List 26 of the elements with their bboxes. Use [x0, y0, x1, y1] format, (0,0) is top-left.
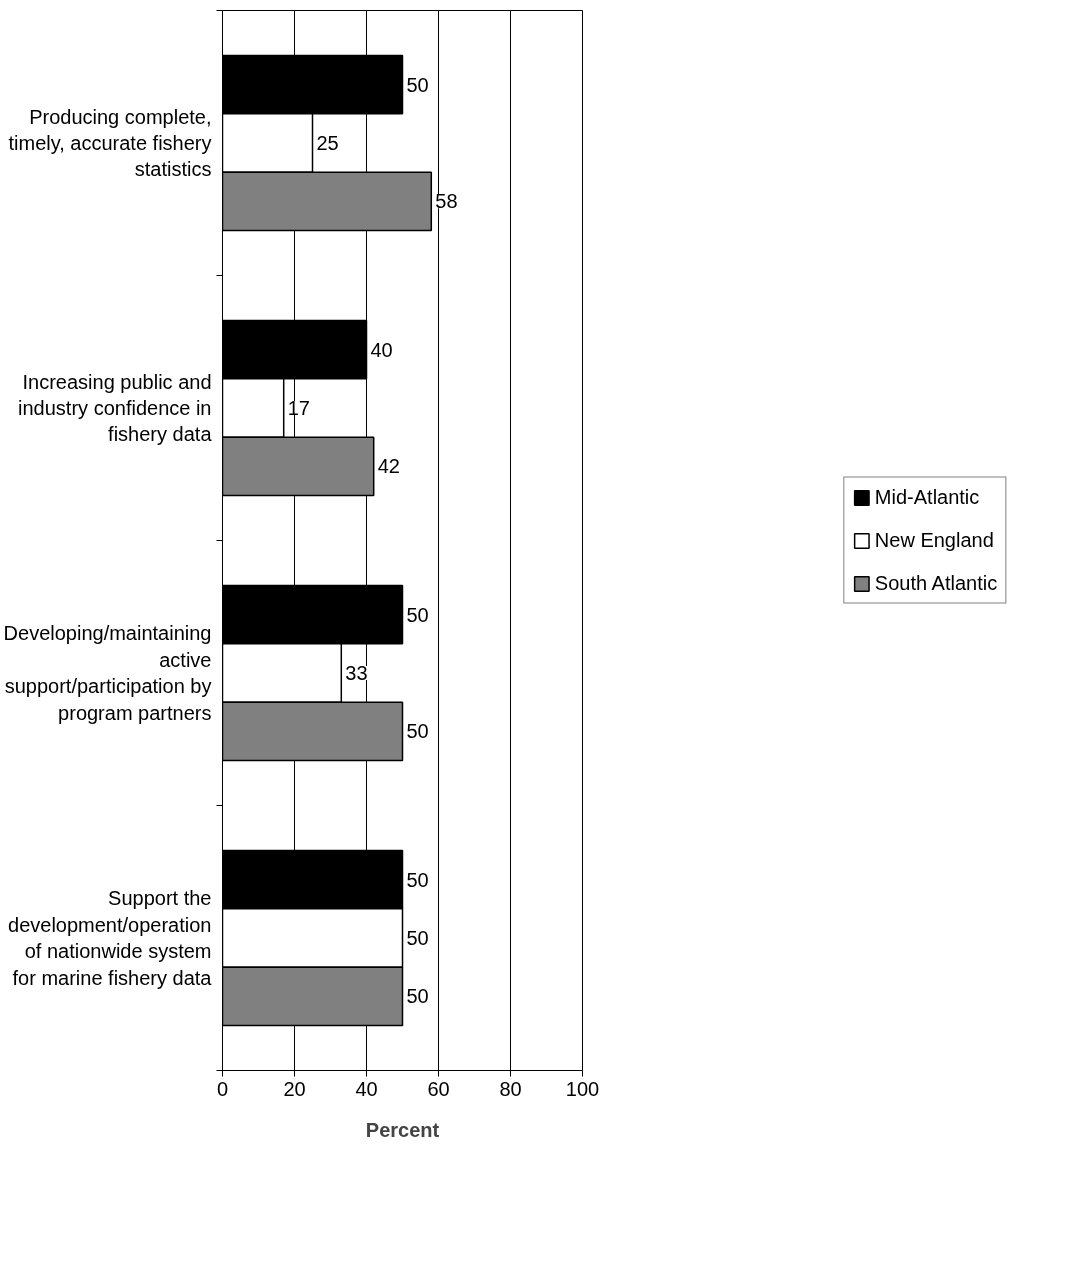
- data-label: 58: [435, 190, 458, 213]
- x-tick-label: 20: [283, 1077, 306, 1100]
- y-tick-label: Support the development/operation of nationwide system for marine fishery data: [8, 887, 213, 989]
- data-label: 50: [406, 927, 429, 949]
- legend-label: Mid-Atlantic: [874, 485, 980, 509]
- legend-label: South Atlantic: [874, 571, 998, 595]
- data-label: 50: [406, 720, 429, 743]
- x-tick-label: 40: [355, 1077, 378, 1100]
- data-label: 42: [377, 455, 400, 478]
- x-tick-label: 0: [216, 1077, 229, 1100]
- x-tick-label: 100: [565, 1077, 600, 1100]
- data-label: 25: [316, 132, 339, 154]
- x-axis-title: Percent: [365, 1118, 440, 1141]
- data-label: 40: [370, 338, 393, 361]
- data-label: 50: [406, 985, 429, 1008]
- data-label: 33: [345, 662, 368, 684]
- y-tick-label: Developing/maintaining active support/participation by program partners: [3, 622, 212, 724]
- data-label: 50: [406, 603, 429, 626]
- data-label: 17: [287, 397, 310, 419]
- data-label: 50: [406, 73, 429, 96]
- x-tick-label: 60: [427, 1077, 450, 1100]
- legend-label: New England: [874, 528, 994, 552]
- y-tick-label: Producing complete, timely, accurate fishery statistics: [8, 105, 212, 181]
- data-label: 50: [406, 868, 429, 891]
- y-tick-label: Increasing public and industry confidence in fishery data: [18, 370, 213, 446]
- x-tick-label: 80: [499, 1077, 522, 1100]
